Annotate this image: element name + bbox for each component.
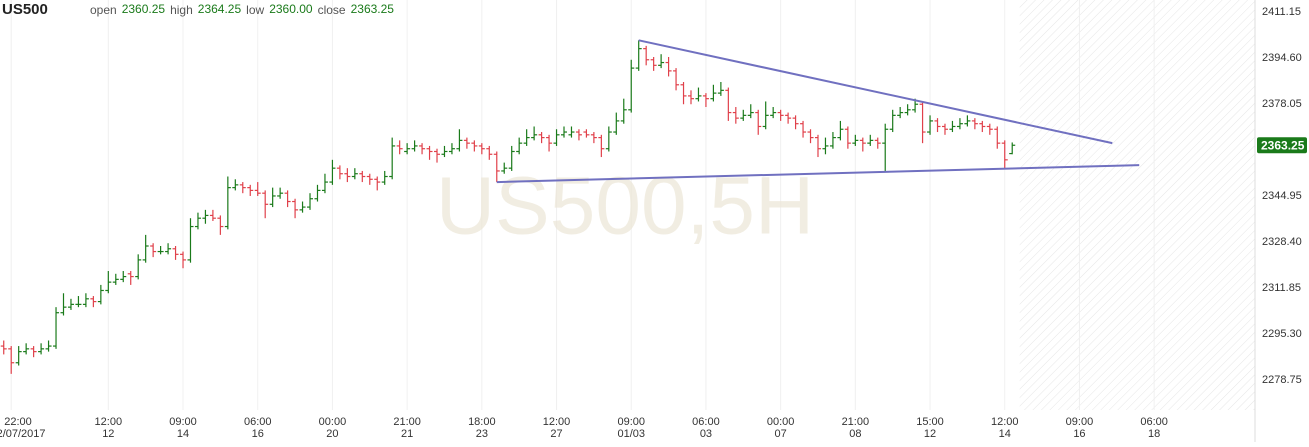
last-price-box (1257, 137, 1307, 154)
x-tick-date: 14 (999, 428, 1011, 440)
x-tick-label: 21:00 (393, 416, 421, 428)
header-field-name: low (246, 3, 264, 17)
header-field-value: 2360.25 (122, 2, 166, 16)
trendline (496, 164, 1140, 184)
y-tick-label: 2278.75 (1262, 374, 1302, 386)
x-tick-date: 18 (1148, 428, 1160, 440)
x-tick-label: 21:00 (842, 416, 870, 428)
x-tick-label: 12:00 (991, 416, 1019, 428)
x-tick-label: 15:00 (916, 416, 944, 428)
x-tick-label: 00:00 (767, 416, 795, 428)
x-tick-label: 09:00 (169, 416, 197, 428)
header-field-name: close (318, 3, 346, 17)
x-tick-label: 00:00 (319, 416, 347, 428)
y-tick-label: 2378.05 (1262, 98, 1302, 110)
y-tick-label: 2328.40 (1262, 236, 1302, 248)
bars (0, 39, 1140, 374)
x-tick-date: 08 (849, 428, 861, 440)
symbol-title: US500 (2, 1, 48, 18)
x-tick-date: 03 (700, 428, 712, 440)
x-tick-date: 01/03 (617, 428, 645, 440)
last-price-label: 2363.25 (1261, 138, 1305, 152)
x-tick-date: 14 (177, 428, 189, 440)
header-field-value: 2363.25 (351, 2, 395, 16)
x-tick-date: 16 (252, 428, 264, 440)
x-tick-label: 12:00 (543, 416, 571, 428)
header: US500 open 2360.25 high 2364.25 low 2360.00 clo… (2, 1, 394, 18)
x-tick-date: 07 (775, 428, 787, 440)
x-tick-date: 12 (924, 428, 936, 440)
plot-background (1019, 0, 1255, 410)
x-tick-date: 21 (401, 428, 413, 440)
future-zone (1019, 0, 1255, 410)
x-tick-label: 06:00 (244, 416, 272, 428)
grid (10, 0, 1155, 410)
y-tick-label: 2344.95 (1262, 190, 1302, 202)
x-tick-label: 09:00 (1066, 416, 1094, 428)
y-tick-label: 2311.85 (1262, 282, 1301, 294)
y-tick-label: 2394.60 (1262, 52, 1302, 64)
header-field-value: 2360.00 (269, 2, 313, 16)
x-tick-date: 27 (550, 428, 562, 440)
x-tick-label: 06:00 (1140, 416, 1168, 428)
header-field-name: high (170, 3, 193, 17)
x-tick-date: 12 (102, 428, 114, 440)
header-field-name: open (90, 3, 117, 17)
y-tick-label: 2411.15 (1262, 6, 1301, 18)
x-tick-label: 18:00 (468, 416, 496, 428)
x-tick-label: 09:00 (617, 416, 645, 428)
x-tick-label: 12:00 (95, 416, 123, 428)
trendline (638, 39, 1113, 145)
x-tick-date: 16 (1073, 428, 1085, 440)
x-tick-date: 02/07/2017 (0, 428, 46, 440)
x-tick-date: 20 (326, 428, 338, 440)
header-field-value: 2364.25 (198, 2, 242, 16)
y-tick-label: 2295.30 (1262, 328, 1302, 340)
x-tick-label: 22:00 (4, 416, 32, 428)
x-tick-date: 23 (476, 428, 488, 440)
x-tick-label: 06:00 (692, 416, 720, 428)
